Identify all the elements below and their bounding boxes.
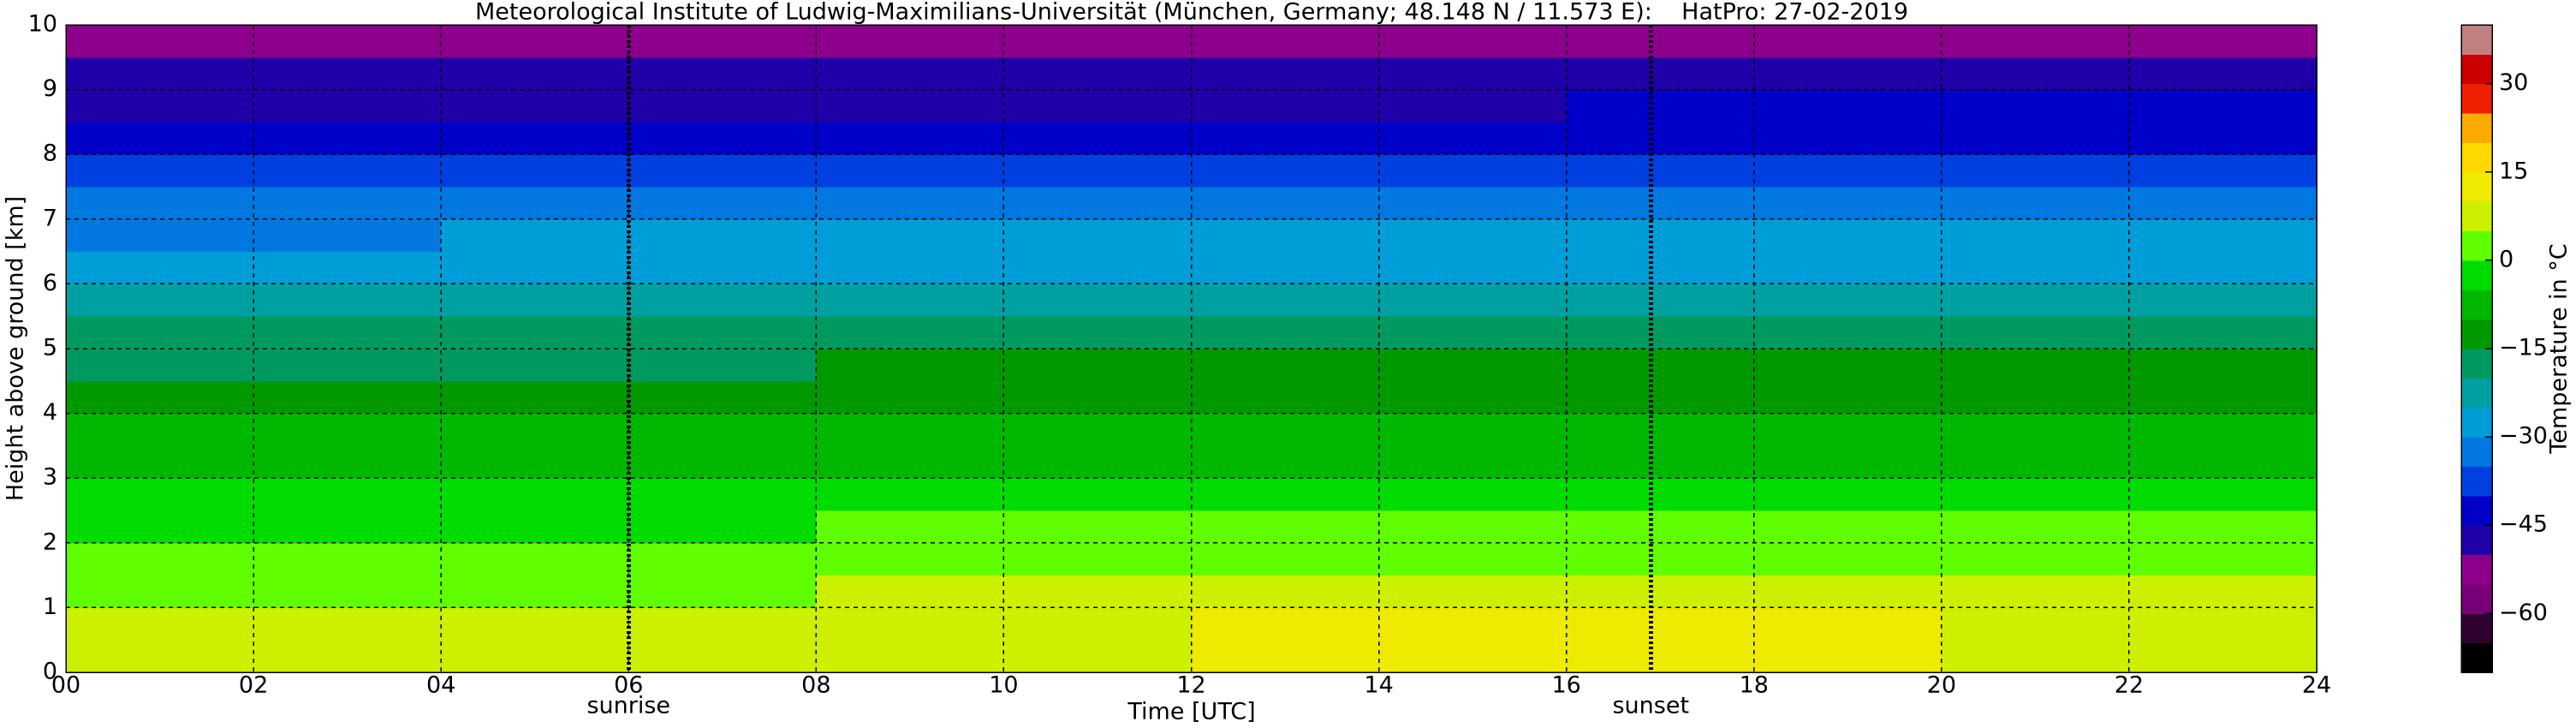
colorbar-swatch xyxy=(2461,407,2492,438)
colorbar-swatch xyxy=(2461,583,2492,614)
x-tick-label: 02 xyxy=(239,672,268,699)
x-tick-label: 06 xyxy=(614,672,643,699)
x-tick-label: 04 xyxy=(426,672,455,699)
colorbar-swatch xyxy=(2461,466,2492,497)
colorbar-swatch xyxy=(2461,25,2492,55)
y-tick-label: 2 xyxy=(43,528,57,555)
colorbar-swatch xyxy=(2461,171,2492,202)
colorbar-swatch xyxy=(2461,83,2492,114)
y-tick-label: 4 xyxy=(43,399,57,426)
colorbar-swatch xyxy=(2461,378,2492,409)
x-tick-label: 14 xyxy=(1364,672,1393,699)
x-tick-label: 00 xyxy=(51,672,80,699)
y-tick-label: 3 xyxy=(43,464,57,491)
colorbar-swatch xyxy=(2461,642,2492,673)
y-tick-label: 1 xyxy=(43,594,57,620)
colorbar-tick-label: −60 xyxy=(2499,600,2548,626)
x-tick-label: 22 xyxy=(2115,672,2144,699)
colorbar-swatch xyxy=(2461,113,2492,143)
x-tick-label: 18 xyxy=(1740,672,1769,699)
y-tick-label: 6 xyxy=(43,270,57,296)
y-tick-label: 10 xyxy=(28,11,57,38)
colorbar-swatch xyxy=(2461,260,2492,290)
x-tick-label: 16 xyxy=(1551,672,1580,699)
colorbar-swatch xyxy=(2461,319,2492,349)
colorbar-swatch xyxy=(2461,54,2492,85)
y-tick-label: 8 xyxy=(43,140,57,167)
x-tick-label: 24 xyxy=(2302,672,2331,699)
y-tick-label: 0 xyxy=(43,659,57,685)
y-tick-label: 7 xyxy=(43,205,57,231)
colorbar-tick-label: −15 xyxy=(2499,335,2548,361)
colorbar-swatch xyxy=(2461,613,2492,644)
annotation-label: sunset xyxy=(1612,693,1689,719)
y-tick-label: 5 xyxy=(43,335,57,361)
y-axis-label: Height above ground [km] xyxy=(3,196,29,501)
colorbar-label: Temperature in °C xyxy=(2546,243,2573,454)
annotation-label: sunrise xyxy=(586,693,670,719)
colorbar-swatch xyxy=(2461,554,2492,585)
colorbar-swatch xyxy=(2461,525,2492,556)
x-tick-label: 10 xyxy=(989,672,1018,699)
colorbar-tick-label: 15 xyxy=(2499,158,2528,184)
x-tick-label: 08 xyxy=(801,672,830,699)
colorbar-swatch xyxy=(2461,495,2492,526)
colorbar-tick-label: −30 xyxy=(2499,423,2548,450)
colorbar-swatch xyxy=(2461,437,2492,467)
colorbar-tick-label: 0 xyxy=(2499,246,2514,272)
x-tick-label: 20 xyxy=(1927,672,1956,699)
x-axis-label: Time [UTC] xyxy=(1127,699,1255,725)
plot-frame xyxy=(65,24,2317,673)
colorbar-tick-label: 30 xyxy=(2499,69,2528,96)
colorbar-swatch xyxy=(2461,289,2492,320)
colorbar-swatch xyxy=(2461,349,2492,379)
colorbar-tick-label: −45 xyxy=(2499,511,2548,538)
y-tick-label: 9 xyxy=(43,75,57,102)
x-tick-label: 12 xyxy=(1176,672,1205,699)
colorbar-swatch xyxy=(2461,230,2492,261)
colorbar-swatch xyxy=(2461,142,2492,173)
colorbar-swatch xyxy=(2461,201,2492,232)
chart-title: Meteorological Institute of Ludwig-Maxim… xyxy=(475,0,1908,26)
